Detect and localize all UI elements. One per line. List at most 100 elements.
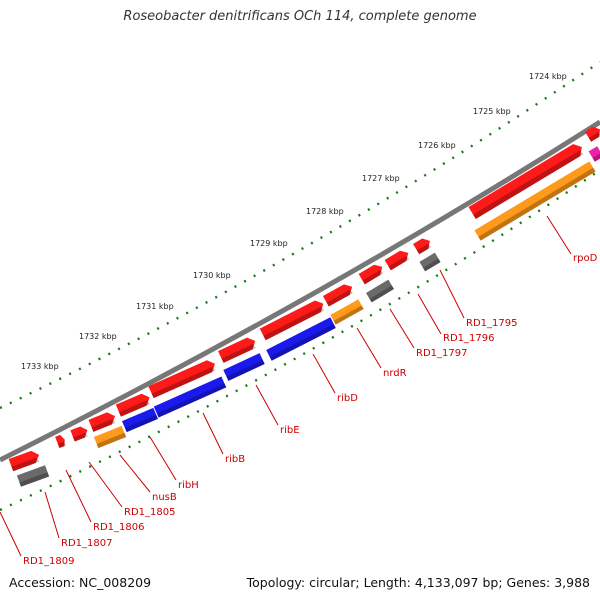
rpoD-gene-body <box>468 144 582 219</box>
red-gene-far-shade <box>588 132 600 142</box>
nrdR-gene[interactable] <box>322 281 355 307</box>
nusB-leader <box>119 454 151 493</box>
rpoD-gene-inner-shade <box>478 167 596 241</box>
scale-label-1728: 1728 kbp <box>306 207 344 216</box>
rd1-1805-gene[interactable] <box>70 425 89 442</box>
ribH-blue[interactable] <box>122 407 158 433</box>
ribB-gene-shade <box>151 366 216 399</box>
ribE-blue-body <box>223 353 265 381</box>
scale-label-1727: 1727 kbp <box>362 174 400 183</box>
genome-backbone <box>0 119 600 463</box>
ribE-gene-body <box>218 337 256 363</box>
rd1-1807-gene-body <box>8 450 40 472</box>
rd1-1797-gray[interactable] <box>366 279 394 303</box>
red-gene-far-body <box>584 126 600 142</box>
ribD-blue-shade <box>269 323 336 361</box>
rd1-1807-gray-body <box>16 465 50 487</box>
map-title: Roseobacter denitrificans OCh 114, compl… <box>123 9 477 24</box>
gene-label-ribh[interactable]: ribH <box>178 480 199 491</box>
rd1-1796-gene[interactable] <box>384 248 412 271</box>
rd1-1809-leader <box>0 511 22 557</box>
rd1-1797-gene-body <box>358 264 383 285</box>
gene-label-rd1-1797[interactable]: RD1_1797 <box>416 348 467 359</box>
ribD-gene-body <box>259 300 324 341</box>
nusB-orange[interactable] <box>93 425 127 449</box>
ribD-gene[interactable] <box>259 298 326 341</box>
ribH-blue-body <box>122 407 158 433</box>
ribE-gene-shade <box>221 343 256 363</box>
nusB-orange-body <box>93 425 127 449</box>
nrdR-gene-body <box>322 284 353 307</box>
rd1-1797-gene[interactable] <box>358 262 386 285</box>
rpoD-leader <box>546 215 572 255</box>
ribE-blue[interactable] <box>223 353 265 381</box>
ribB-leader <box>202 412 224 455</box>
rd1-1795-leader <box>439 269 465 319</box>
rd1-1806-gene-body <box>55 434 65 449</box>
rd1-1806-gene[interactable] <box>55 434 67 449</box>
rd1-1807-gene[interactable] <box>8 449 42 472</box>
rd1-1807-leader <box>44 491 60 539</box>
gene-label-ribb[interactable]: ribB <box>225 454 245 465</box>
ribH-blue-shade <box>124 414 158 433</box>
ribB-blue[interactable] <box>153 376 227 418</box>
ribD-leader <box>312 353 336 394</box>
gene-label-rd1-1795[interactable]: RD1_1795 <box>466 318 517 329</box>
ribH-gene[interactable] <box>115 391 152 417</box>
gene-features <box>8 124 600 487</box>
rd1-1807-gray-shade <box>19 472 50 487</box>
gene-label-nrdr[interactable]: nrdR <box>383 368 407 379</box>
gene-label-rd1-1805[interactable]: RD1_1805 <box>124 507 175 518</box>
nusB-gene[interactable] <box>88 410 118 432</box>
gene-labels: rpoD RD1_1795 RD1_1796 RD1_1797 nrdR rib… <box>23 253 598 567</box>
rpoD-gene-shade <box>473 150 584 219</box>
rd1-1795-gray-shade <box>422 258 441 272</box>
magenta-gene-shade <box>592 152 600 162</box>
ribE-gene[interactable] <box>218 335 258 363</box>
rd1-1795-gray[interactable] <box>419 252 441 272</box>
genome-summary-text: Topology: circular; Length: 4,133,097 bp… <box>246 575 590 590</box>
rpoD-gene[interactable] <box>468 141 586 219</box>
rpoD-gene-inner[interactable] <box>474 161 596 241</box>
gene-label-ribe[interactable]: ribE <box>280 425 300 436</box>
ribE-blue-shade <box>226 359 265 381</box>
rd1-1795-gene[interactable] <box>413 236 433 255</box>
rd1-1795-gene-shade <box>416 243 432 255</box>
ribB-gene[interactable] <box>148 358 217 399</box>
gene-label-rd1-1807[interactable]: RD1_1807 <box>61 538 112 549</box>
nrdR-orange-body <box>330 299 364 325</box>
rd1-1796-gene-body <box>384 250 409 271</box>
rd1-1805-gene-shade <box>73 432 88 442</box>
ribD-blue-body <box>266 317 336 361</box>
rd1-1797-gray-body <box>366 279 394 303</box>
ribH-leader <box>149 436 177 481</box>
rd1-1795-gene-body <box>413 238 430 255</box>
rpoD-gene-inner-body <box>474 161 596 241</box>
gene-label-rd1-1796[interactable]: RD1_1796 <box>443 333 494 344</box>
ribH-gene-body <box>115 393 150 417</box>
rd1-1806-leader <box>65 469 92 523</box>
ribB-blue-body <box>153 376 227 418</box>
rd1-1795-gray-body <box>419 252 441 272</box>
nusB-gene-shade <box>91 418 116 432</box>
nrdR-orange[interactable] <box>330 299 364 325</box>
gene-label-rd1-1806[interactable]: RD1_1806 <box>93 522 144 533</box>
gene-label-ribd[interactable]: ribD <box>337 393 358 404</box>
rd1-1807-gene-shade <box>11 457 40 472</box>
rd1-1807-gray[interactable] <box>16 465 50 487</box>
ribB-gene-body <box>148 360 215 399</box>
scale-labels: 1724 kbp 1725 kbp 1726 kbp 1727 kbp 1728… <box>21 72 567 371</box>
gene-label-nusb[interactable]: nusB <box>152 492 177 503</box>
scale-label-1726: 1726 kbp <box>418 141 456 150</box>
nusB-gene-body <box>88 412 116 432</box>
nrdR-leader <box>356 327 382 369</box>
ribD-blue[interactable] <box>266 317 336 361</box>
rd1-1797-gene-shade <box>362 269 384 285</box>
gene-label-rpod[interactable]: rpoD <box>573 253 598 264</box>
scale-ticks <box>0 61 600 512</box>
ribB-blue-shade <box>156 383 227 418</box>
red-gene-far[interactable] <box>584 124 600 142</box>
magenta-gene[interactable] <box>588 146 600 162</box>
gene-label-rd1-1809[interactable]: RD1_1809 <box>23 556 74 567</box>
